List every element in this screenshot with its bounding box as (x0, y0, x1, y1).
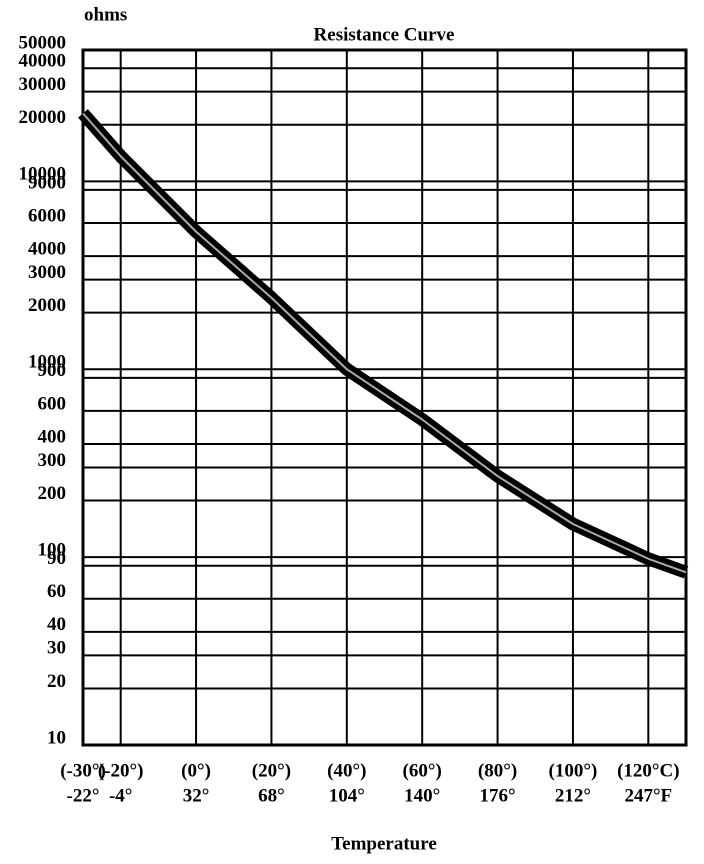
y-tick-label: 30 (47, 638, 66, 659)
y-tick-label: 90 (47, 548, 66, 569)
y-tick-label: 100 (38, 539, 67, 560)
y-tick-label: 40000 (19, 51, 67, 72)
chart-title: Resistance Curve (314, 24, 455, 45)
x-tick-label: -4° (109, 785, 132, 806)
y-tick-label: 9000 (28, 172, 66, 193)
plot-border (81, 48, 688, 747)
y-tick-label: 20000 (19, 107, 67, 128)
y-tick-label: 200 (38, 483, 67, 504)
x-tick-label: 140° (404, 785, 440, 806)
y-tick-label: 1000 (28, 352, 66, 373)
x-tick-label: 68° (258, 785, 285, 806)
x-tick-label: (20°) (252, 760, 291, 781)
x-tick-label: (40°) (327, 760, 366, 781)
x-tick-label: (120°C) (617, 760, 679, 781)
x-tick-label: 32° (183, 785, 210, 806)
y-tick-label: 50000 (19, 32, 67, 53)
y-tick-label: 400 (38, 426, 67, 447)
y-axis-label: ohms (84, 4, 127, 25)
y-tick-label: 10 (47, 727, 66, 748)
y-tick-label: 60 (47, 581, 66, 602)
x-axis-label: Temperature (331, 833, 437, 854)
x-tick-label: (80°) (478, 760, 517, 781)
y-tick-label: 30000 (19, 74, 67, 95)
y-tick-label: 3000 (28, 262, 66, 283)
x-tick-label: 247°F (624, 785, 672, 806)
x-tick-label: (100°) (549, 760, 598, 781)
y-tick-label: 900 (38, 360, 67, 381)
y-tick-label: 300 (38, 450, 67, 471)
x-tick-label: 104° (329, 785, 365, 806)
y-tick-label: 6000 (28, 205, 66, 226)
x-tick-label: 212° (555, 785, 591, 806)
y-tick-label: 4000 (28, 238, 66, 259)
x-tick-label: (0°) (181, 760, 211, 781)
y-tick-label: 40 (47, 614, 66, 635)
curve-highlight (82, 112, 687, 574)
y-tick-label: 10000 (19, 164, 67, 185)
x-tick-label: 176° (480, 785, 516, 806)
x-tick-label: -22° (67, 785, 100, 806)
y-tick-label: 20 (47, 671, 66, 692)
x-tick-label: (-30°) (60, 760, 106, 781)
x-tick-label: (-20°) (98, 760, 144, 781)
x-tick-label: (60°) (403, 760, 442, 781)
y-tick-label: 600 (38, 393, 67, 414)
y-tick-label: 2000 (28, 295, 66, 316)
